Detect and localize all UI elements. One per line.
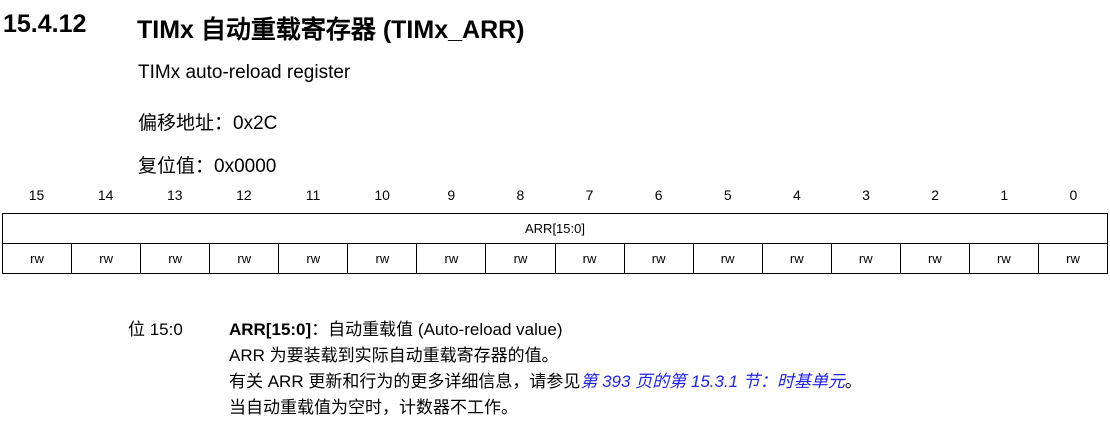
offset-address: 偏移地址：0x2C: [138, 113, 278, 134]
register-subtitle: TIMx auto-reload register: [138, 62, 351, 83]
access-cell: rw: [278, 243, 349, 274]
description-field-title: ：自动重载值 (Auto-reload value): [311, 320, 563, 339]
access-cell: rw: [554, 243, 625, 274]
access-cell: rw: [899, 243, 970, 274]
description-field-name: ARR[15:0]: [229, 320, 312, 339]
reset-value: 复位值：0x0000: [138, 156, 277, 177]
access-cell: rw: [416, 243, 487, 274]
access-cell: rw: [1037, 243, 1109, 274]
access-cell: rw: [485, 243, 556, 274]
bit-number: 12: [236, 187, 252, 203]
bit-number: 5: [723, 187, 732, 203]
bit-number: 6: [654, 187, 663, 203]
access-row: rw rw rw rw rw rw rw rw rw rw rw rw rw rw rw rw: [1, 243, 1109, 274]
bit-number: 7: [585, 187, 594, 203]
bit-number: 0: [1069, 187, 1078, 203]
access-cell: rw: [1, 243, 73, 274]
access-cell: rw: [830, 243, 901, 274]
bit-number: 8: [516, 187, 525, 203]
description-punct: 。: [844, 372, 862, 391]
access-cell: rw: [209, 243, 280, 274]
bit-number: 11: [305, 187, 321, 203]
bit-number: 3: [862, 187, 870, 203]
access-cell: rw: [623, 243, 694, 274]
description-line: ARR 为要装载到实际自动重载寄存器的值。: [229, 346, 559, 365]
bit-number: 1: [1000, 187, 1009, 203]
register-table: ARR[15:0] rw rw rw rw rw rw rw rw rw rw rw rw rw rw rw…: [1, 213, 1109, 274]
bit-number: 2: [931, 187, 940, 203]
access-cell: rw: [692, 243, 763, 274]
field-cell: ARR[15:0]: [2, 213, 1108, 244]
access-cell: rw: [71, 243, 142, 274]
section-title: TIMx 自动重载寄存器 (TIMx_ARR): [137, 16, 525, 44]
bit-number: 9: [447, 187, 456, 203]
bit-numbers: 15 14 13 12 11 10 9 8 7 6 5 4 3 2 1 0: [2, 187, 1108, 203]
bit-number: 13: [167, 187, 183, 203]
access-cell: rw: [968, 243, 1039, 274]
access-cell: rw: [140, 243, 211, 274]
section-link[interactable]: 第 393 页的第 15.3.1 节：时基单元: [580, 372, 845, 391]
section-number: 15.4.12: [3, 10, 87, 38]
access-cell: rw: [347, 243, 418, 274]
description-line: 当自动重载值为空时，计数器不工作。: [229, 398, 518, 417]
description-bits: 位 15:0: [128, 320, 183, 339]
bit-number: 4: [793, 187, 801, 203]
bit-number: 15: [28, 187, 45, 203]
bit-number: 14: [97, 187, 114, 203]
bit-number: 10: [374, 187, 390, 203]
description-line: 有关 ARR 更新和行为的更多详细信息，请参见: [229, 372, 581, 391]
access-cell: rw: [761, 243, 832, 274]
